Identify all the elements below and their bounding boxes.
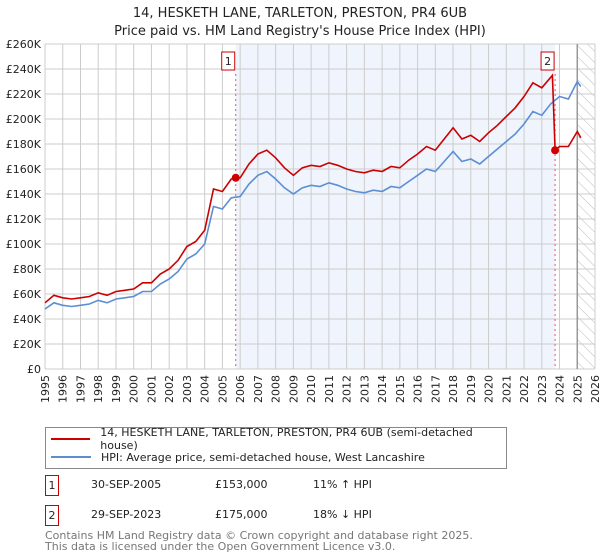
y-tick-label: £140K [6, 188, 42, 201]
x-tick-label: 2006 [234, 375, 247, 403]
y-tick-label: £200K [6, 113, 42, 126]
x-tick-label: 2008 [270, 375, 283, 403]
y-tick-label: £0 [27, 363, 41, 376]
x-tick-label: 1996 [57, 375, 70, 403]
x-tick-label: 1999 [110, 375, 123, 403]
transaction-badge: 1 [45, 475, 59, 496]
legend-item-hpi: HPI: Average price, semi-detached house,… [51, 448, 425, 466]
future-hatch [577, 44, 595, 369]
x-tick-label: 2022 [518, 375, 531, 403]
x-tick-label: 2007 [252, 375, 265, 403]
x-tick-label: 2012 [341, 375, 354, 403]
footer: Contains HM Land Registry data © Crown c… [45, 530, 473, 552]
x-tick-label: 2001 [145, 375, 158, 403]
price-chart: 1 2 1995 1996 1997 1998 1999 2000 2001 2002 2003 20… [6, 38, 600, 403]
transaction-date: 29-SEP-2023 [91, 508, 162, 521]
x-tick-label: 2002 [163, 375, 176, 403]
x-tick-label: 2023 [536, 375, 549, 403]
y-tick-label: £100K [6, 238, 42, 251]
footer-licence: This data is licensed under the Open Gov… [45, 540, 396, 553]
x-tick-label: 1995 [39, 375, 52, 403]
y-tick-label: £20K [13, 338, 42, 351]
y-tick-label: £160K [6, 163, 42, 176]
legend: 14, HESKETH LANE, TARLETON, PRESTON, PR4… [45, 426, 507, 469]
y-tick-label: £220K [6, 88, 42, 101]
legend-swatch-red [51, 438, 91, 440]
x-tick-label: 2018 [447, 375, 460, 403]
x-tick-label: 2010 [305, 375, 318, 403]
x-tick-label: 2003 [181, 375, 194, 403]
y-tick-label: £60K [13, 288, 42, 301]
legend-label: HPI: Average price, semi-detached house,… [101, 450, 425, 464]
x-tick-label: 2025 [571, 375, 584, 403]
x-tick-label: 2005 [216, 375, 229, 403]
legend-label: 14, HESKETH LANE, TARLETON, PRESTON, PR4… [100, 426, 473, 452]
transaction-delta: 18% ↓ HPI [313, 508, 372, 521]
x-tick-label: 1997 [74, 375, 87, 403]
sale-point [231, 173, 240, 182]
y-tick-label: £180K [6, 138, 42, 151]
transaction-badge: 2 [45, 505, 59, 526]
x-tick-label: 2021 [500, 375, 513, 403]
x-tick-label: 2016 [412, 375, 425, 403]
property-price-line [44, 73, 582, 304]
y-tick-label: £260K [6, 38, 42, 51]
x-tick-label: 2015 [394, 375, 407, 403]
transaction-date: 30-SEP-2005 [91, 478, 162, 491]
chart-title: 14, HESKETH LANE, TARLETON, PRESTON, PR4… [132, 6, 468, 21]
legend-swatch-blue [51, 456, 91, 458]
x-tick-label: 2004 [199, 375, 212, 403]
shaded-period [235, 44, 556, 369]
chart-subtitle: Price paid vs. HM Land Registry's House … [114, 24, 486, 39]
sale-badge-label: 1 [225, 55, 232, 68]
x-tick-label: 2011 [323, 375, 336, 403]
y-tick-label: £240K [6, 63, 42, 76]
y-tick-label: £40K [13, 313, 42, 326]
x-tick-label: 2013 [358, 375, 371, 403]
transaction-price: £175,000 [215, 508, 268, 521]
x-tick-label: 2000 [128, 375, 141, 403]
x-tick-label: 2017 [429, 375, 442, 403]
x-tick-label: 2024 [554, 375, 567, 403]
x-tick-label: 1998 [92, 375, 105, 403]
sale-point [551, 146, 560, 155]
x-tick-label: 2009 [287, 375, 300, 403]
transaction-price: £153,000 [215, 478, 268, 491]
sale-badge [540, 51, 555, 71]
x-tick-label: 2020 [483, 375, 496, 403]
legend-item-property: 14, HESKETH LANE, TARLETON, PRESTON, PR4… [51, 426, 506, 452]
x-tick-label: 2019 [465, 375, 478, 403]
y-tick-label: £120K [6, 213, 42, 226]
hpi-line [44, 79, 582, 310]
footer-copyright: Contains HM Land Registry data © Crown c… [45, 529, 473, 542]
sale-badge [221, 51, 236, 71]
x-tick-label: 2026 [589, 375, 600, 403]
x-tick-label: 2014 [376, 375, 389, 403]
transaction-delta: 11% ↑ HPI [313, 478, 372, 491]
y-tick-label: £80K [13, 263, 42, 276]
sale-badge-label: 2 [544, 55, 551, 68]
